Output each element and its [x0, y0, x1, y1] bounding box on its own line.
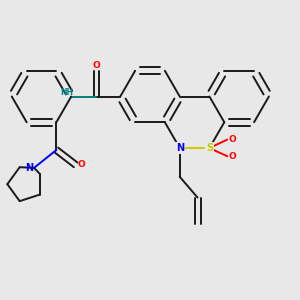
Text: S: S — [206, 143, 213, 153]
Text: NH: NH — [60, 88, 73, 97]
Text: N: N — [176, 143, 184, 153]
Text: N: N — [26, 163, 34, 173]
Text: O: O — [229, 152, 236, 161]
Text: O: O — [229, 135, 236, 144]
Text: O: O — [93, 61, 101, 70]
Text: O: O — [78, 160, 86, 169]
